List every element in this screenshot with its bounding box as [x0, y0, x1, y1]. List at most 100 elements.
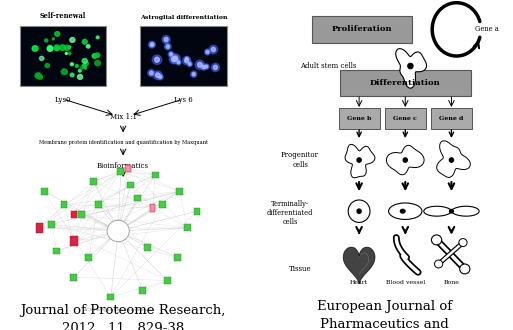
Ellipse shape: [82, 58, 87, 63]
Ellipse shape: [95, 60, 101, 66]
Ellipse shape: [86, 45, 90, 48]
Ellipse shape: [389, 203, 422, 219]
Ellipse shape: [149, 71, 153, 75]
Ellipse shape: [188, 63, 191, 65]
Ellipse shape: [84, 67, 87, 69]
Text: European Journal of: European Journal of: [317, 300, 452, 313]
Text: Self-renewal: Self-renewal: [40, 12, 86, 20]
Bar: [61, 201, 68, 208]
Ellipse shape: [185, 56, 189, 61]
Bar: [90, 178, 97, 185]
Text: Bioinformatics: Bioinformatics: [97, 162, 149, 170]
Text: Blood vessel: Blood vessel: [386, 280, 425, 285]
Ellipse shape: [201, 64, 207, 70]
Ellipse shape: [80, 67, 83, 69]
Ellipse shape: [202, 65, 205, 69]
Ellipse shape: [148, 41, 155, 48]
Bar: [159, 201, 166, 208]
Ellipse shape: [183, 56, 191, 65]
Ellipse shape: [187, 61, 192, 67]
Bar: [174, 254, 181, 261]
Ellipse shape: [32, 46, 38, 51]
Ellipse shape: [65, 52, 67, 54]
Ellipse shape: [170, 53, 172, 56]
Ellipse shape: [400, 210, 405, 213]
Ellipse shape: [192, 73, 195, 76]
Bar: [144, 244, 151, 251]
Ellipse shape: [165, 43, 171, 50]
Ellipse shape: [52, 38, 54, 40]
Ellipse shape: [169, 54, 179, 64]
Bar: [176, 188, 183, 195]
Polygon shape: [345, 145, 375, 178]
Polygon shape: [424, 206, 479, 216]
Ellipse shape: [348, 200, 370, 222]
Ellipse shape: [211, 63, 220, 72]
Ellipse shape: [64, 45, 70, 50]
Ellipse shape: [152, 55, 162, 64]
Text: Lys0: Lys0: [54, 96, 71, 104]
Ellipse shape: [431, 235, 442, 245]
Ellipse shape: [35, 73, 41, 79]
Ellipse shape: [55, 32, 60, 36]
Ellipse shape: [40, 56, 44, 60]
Ellipse shape: [173, 56, 177, 61]
Text: Gene a: Gene a: [475, 25, 498, 33]
Ellipse shape: [186, 57, 188, 60]
Ellipse shape: [151, 43, 154, 46]
Text: Astroglial differentiation: Astroglial differentiation: [140, 15, 227, 20]
Text: Journal of Proteome Research,: Journal of Proteome Research,: [21, 304, 226, 316]
Text: Terminally-
differentiated
cells: Terminally- differentiated cells: [267, 200, 313, 226]
Ellipse shape: [37, 75, 43, 79]
Ellipse shape: [403, 158, 407, 162]
Ellipse shape: [45, 39, 48, 42]
Ellipse shape: [176, 60, 181, 65]
Ellipse shape: [107, 220, 129, 242]
Ellipse shape: [96, 36, 99, 39]
Bar: [193, 208, 201, 214]
Ellipse shape: [155, 73, 160, 78]
Ellipse shape: [459, 239, 467, 247]
Ellipse shape: [191, 71, 197, 78]
Ellipse shape: [195, 60, 205, 69]
Bar: [184, 224, 191, 231]
Ellipse shape: [48, 45, 52, 49]
Ellipse shape: [68, 46, 71, 49]
Ellipse shape: [47, 46, 53, 51]
Ellipse shape: [460, 264, 470, 274]
Ellipse shape: [148, 69, 155, 77]
Bar: [152, 172, 159, 178]
Text: Heart: Heart: [350, 280, 368, 285]
Bar: [48, 221, 55, 228]
Ellipse shape: [204, 64, 209, 69]
Ellipse shape: [357, 209, 361, 214]
Ellipse shape: [213, 65, 218, 70]
Text: Lys 6: Lys 6: [174, 96, 193, 104]
Ellipse shape: [54, 45, 60, 50]
Text: Differentiation: Differentiation: [370, 79, 441, 87]
Text: Proliferation: Proliferation: [331, 25, 392, 33]
Ellipse shape: [209, 45, 218, 54]
Ellipse shape: [68, 52, 71, 55]
Ellipse shape: [408, 63, 413, 69]
FancyBboxPatch shape: [311, 16, 411, 43]
Ellipse shape: [185, 58, 189, 63]
Ellipse shape: [198, 62, 202, 67]
Bar: [78, 211, 85, 218]
Text: Gene c: Gene c: [393, 116, 417, 121]
Ellipse shape: [166, 45, 169, 49]
Ellipse shape: [82, 64, 86, 68]
Ellipse shape: [82, 39, 87, 44]
Ellipse shape: [170, 54, 180, 63]
Bar: [19, 26, 106, 86]
Text: Membrane protein identification and quantification by Maxquant: Membrane protein identification and quan…: [38, 140, 208, 145]
Ellipse shape: [205, 49, 210, 55]
Ellipse shape: [157, 74, 163, 80]
Ellipse shape: [435, 260, 443, 268]
Ellipse shape: [55, 47, 58, 50]
Text: Progenitor
cells: Progenitor cells: [281, 151, 319, 169]
Ellipse shape: [162, 36, 170, 44]
Ellipse shape: [75, 65, 78, 67]
Polygon shape: [343, 247, 375, 284]
Text: Pharmaceutics and: Pharmaceutics and: [321, 318, 449, 330]
